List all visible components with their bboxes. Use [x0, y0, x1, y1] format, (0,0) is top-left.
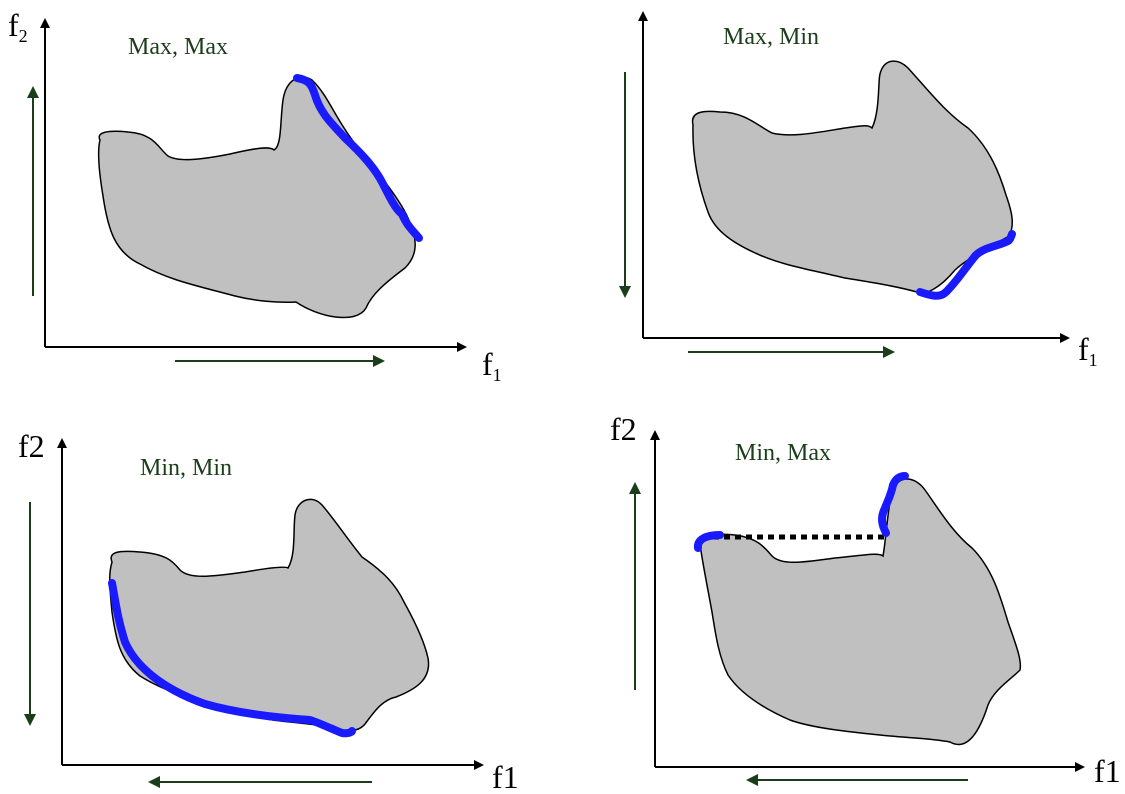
pareto-front — [293, 74, 423, 242]
pareto-front-right — [878, 472, 909, 537]
x-axis-label: f1 — [1078, 331, 1098, 370]
panel-min-max: f2 f1 Min, Max — [610, 411, 1121, 789]
feasible-region — [699, 478, 1022, 745]
x-axis-label: f1 — [1094, 753, 1121, 789]
feasible-region — [691, 60, 1014, 294]
panel-min-min: f2 f1 Min, Min — [18, 428, 519, 794]
x-axis-label: f1 — [482, 346, 502, 385]
panel-max-min: f1 Max, Min — [619, 11, 1098, 370]
panel-title: Max, Max — [128, 34, 228, 60]
x-axis-label: f1 — [492, 759, 519, 794]
panel-max-max: f2 f1 Max, Max — [8, 7, 502, 385]
pareto-front — [108, 579, 356, 738]
panel-title: Min, Min — [140, 455, 232, 481]
pareto-front-left — [693, 531, 724, 552]
y-axis-label: f2 — [610, 411, 637, 447]
y-axis-label: f2 — [8, 7, 28, 46]
y-axis-label: f2 — [18, 428, 45, 464]
pareto-front — [916, 230, 1016, 300]
panel-title: Min, Max — [735, 440, 831, 466]
feasible-region — [97, 76, 416, 319]
panel-title: Max, Min — [723, 24, 819, 50]
feasible-region — [108, 498, 430, 732]
